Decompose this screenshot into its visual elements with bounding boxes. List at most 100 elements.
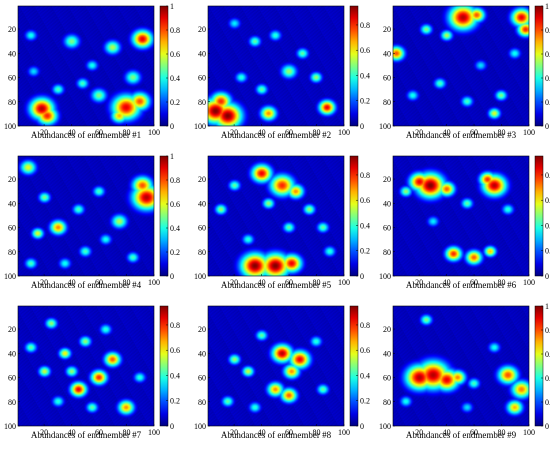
colorbar-tick-label: 0.4 bbox=[170, 371, 180, 380]
y-tick-label: 80 bbox=[8, 398, 16, 407]
y-tick-label: 80 bbox=[8, 98, 16, 107]
y-tick-label: 100 bbox=[194, 122, 206, 131]
colorbar-tick-label: 0.6 bbox=[545, 196, 550, 205]
x-tick-label: 40 bbox=[443, 428, 451, 437]
colorbar bbox=[159, 155, 169, 277]
abundance-heatmap: 20 40 60 80 100 20 40 60 80 100 0 0.2 0.4 0.6 0.8 1 bbox=[4, 2, 180, 137]
colorbar-tick-label: 0.6 bbox=[170, 200, 180, 209]
y-tick-label: 80 bbox=[383, 248, 391, 257]
y-tick-label: 100 bbox=[4, 422, 16, 431]
colorbar-tick-label: 0.2 bbox=[360, 247, 370, 256]
y-tick-label: 40 bbox=[383, 199, 391, 208]
colorbar-tick-label: 0.8 bbox=[545, 26, 550, 35]
abundance-heatmap: 20 40 60 80 100 20 40 60 80 100 0 0.2 0.4 0.6 0.8 1 bbox=[379, 2, 550, 137]
x-tick-label: 40 bbox=[443, 278, 451, 287]
colorbar-tick-label: 0 bbox=[170, 272, 174, 281]
y-tick-label: 60 bbox=[198, 74, 206, 83]
y-tick-label: 40 bbox=[8, 49, 16, 58]
x-tick-label: 40 bbox=[443, 128, 451, 137]
abundance-map-image bbox=[208, 306, 344, 426]
abundance-panel: 20 40 60 80 100 20 40 60 80 100 0 0.2 0.4 0.6 0.8 Abund… bbox=[375, 152, 550, 302]
colorbar-tick-label: 1 bbox=[170, 152, 174, 161]
y-tick-label: 20 bbox=[198, 175, 206, 184]
colorbar-tick-label: 1 bbox=[170, 2, 174, 11]
colorbar-tick-label: 0.6 bbox=[170, 346, 180, 355]
abundance-heatmap: 20 40 60 80 100 20 40 60 80 100 0 0.2 0.4 0.6 0.8 bbox=[194, 155, 370, 287]
x-tick-label: 100 bbox=[338, 128, 350, 137]
x-tick-label: 80 bbox=[498, 278, 506, 287]
colorbar-tick-label: 0.2 bbox=[545, 98, 550, 107]
colorbar-tick-label: 0 bbox=[360, 422, 364, 431]
x-tick-label: 100 bbox=[523, 278, 535, 287]
abundance-map-image bbox=[393, 6, 529, 126]
abundance-heatmap: 20 40 60 80 100 20 40 60 80 100 0 0.2 0.4 0.6 0.8 bbox=[4, 305, 180, 437]
colorbar-tick-label: 0.8 bbox=[360, 21, 370, 30]
colorbar bbox=[349, 155, 359, 277]
x-tick-label: 40 bbox=[258, 128, 266, 137]
y-tick-label: 20 bbox=[383, 325, 391, 334]
x-tick-label: 60 bbox=[95, 278, 103, 287]
colorbar-tick-label: 0.4 bbox=[170, 74, 180, 83]
x-tick-label: 20 bbox=[230, 278, 238, 287]
colorbar-tick-label: 0.2 bbox=[545, 247, 550, 256]
colorbar-tick-label: 0.4 bbox=[170, 224, 180, 233]
abundance-map-image bbox=[393, 306, 529, 426]
colorbar-tick-label: 0.4 bbox=[545, 374, 550, 383]
x-tick-label: 20 bbox=[40, 428, 48, 437]
colorbar-tick-label: 0.6 bbox=[360, 346, 370, 355]
colorbar-tick-label: 1 bbox=[545, 2, 549, 11]
abundance-heatmap: 20 40 60 80 100 20 40 60 80 100 0 0.2 0.4 0.6 0.8 bbox=[379, 155, 550, 287]
x-tick-label: 80 bbox=[123, 278, 131, 287]
colorbar-tick-label: 0.8 bbox=[170, 176, 180, 185]
colorbar-tick-label: 0.4 bbox=[360, 371, 370, 380]
colorbar-tick-label: 0 bbox=[545, 422, 549, 431]
y-tick-label: 60 bbox=[383, 74, 391, 83]
y-tick-label: 20 bbox=[383, 25, 391, 34]
colorbar-tick-label: 0.4 bbox=[545, 221, 550, 230]
colorbar bbox=[534, 155, 544, 277]
panel-caption: Abundances of endmember #5 bbox=[220, 280, 332, 290]
x-tick-label: 80 bbox=[123, 428, 131, 437]
x-tick-label: 20 bbox=[40, 278, 48, 287]
y-tick-label: 100 bbox=[379, 422, 391, 431]
y-tick-label: 40 bbox=[198, 349, 206, 358]
y-tick-label: 20 bbox=[383, 175, 391, 184]
x-tick-label: 100 bbox=[338, 278, 350, 287]
colorbar-tick-label: 0 bbox=[170, 122, 174, 131]
colorbar-tick-label: 0.8 bbox=[360, 171, 370, 180]
abundance-panel: 20 40 60 80 100 20 40 60 80 100 0 0.2 0.4 0.6 0.8 Abund… bbox=[190, 302, 370, 452]
colorbar-tick-label: 0 bbox=[360, 122, 364, 131]
panel-caption: Abundances of endmember #7 bbox=[30, 430, 142, 440]
colorbar-tick-label: 0 bbox=[170, 422, 174, 431]
colorbar bbox=[159, 5, 169, 127]
abundance-map-image bbox=[208, 6, 344, 126]
x-tick-label: 40 bbox=[68, 278, 76, 287]
y-tick-label: 80 bbox=[198, 248, 206, 257]
colorbar-tick-label: 0.8 bbox=[545, 326, 550, 335]
abundance-map-image bbox=[393, 156, 529, 276]
y-tick-label: 40 bbox=[383, 349, 391, 358]
y-tick-label: 60 bbox=[198, 224, 206, 233]
y-tick-label: 20 bbox=[198, 25, 206, 34]
colorbar-tick-label: 0.8 bbox=[360, 321, 370, 330]
x-tick-label: 40 bbox=[68, 428, 76, 437]
abundance-panel: 20 40 60 80 100 20 40 60 80 100 0 0.2 0.4 0.6 0.8 1 Abun… bbox=[0, 2, 180, 152]
y-tick-label: 20 bbox=[198, 325, 206, 334]
y-tick-label: 80 bbox=[383, 398, 391, 407]
x-tick-label: 100 bbox=[523, 428, 535, 437]
x-tick-label: 40 bbox=[258, 278, 266, 287]
abundance-heatmap: 20 40 60 80 100 20 40 60 80 100 0 0.2 0.4 0.6 0.8 1 bbox=[379, 302, 550, 437]
x-tick-label: 100 bbox=[148, 128, 160, 137]
y-tick-label: 100 bbox=[379, 272, 391, 281]
colorbar-tick-label: 1 bbox=[545, 302, 549, 311]
x-tick-label: 20 bbox=[230, 128, 238, 137]
y-tick-label: 60 bbox=[383, 374, 391, 383]
x-tick-label: 80 bbox=[498, 128, 506, 137]
colorbar-tick-label: 0.2 bbox=[545, 398, 550, 407]
panel-caption: Abundances of endmember #1 bbox=[30, 130, 142, 140]
x-tick-label: 80 bbox=[498, 428, 506, 437]
y-tick-label: 60 bbox=[8, 224, 16, 233]
y-tick-label: 40 bbox=[8, 199, 16, 208]
y-tick-label: 80 bbox=[198, 98, 206, 107]
colorbar-tick-label: 0.2 bbox=[170, 248, 180, 257]
